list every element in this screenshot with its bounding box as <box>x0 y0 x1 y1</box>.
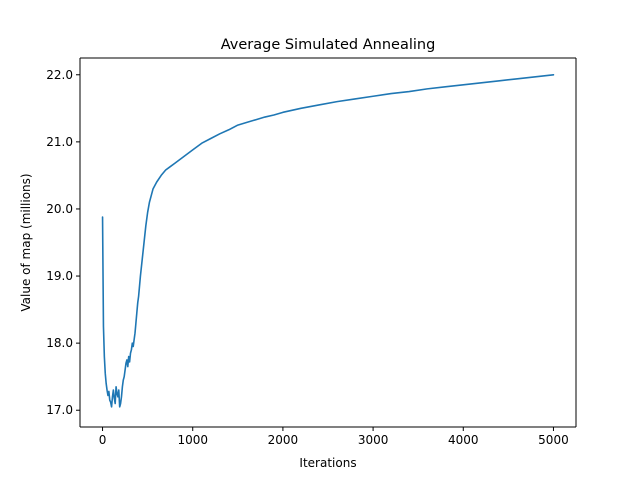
series-line <box>101 73 555 408</box>
axes-frame <box>79 57 577 428</box>
y-tick-label: 19.0 <box>46 269 73 283</box>
x-tick-label: 2000 <box>268 433 299 447</box>
x-tick-label: 3000 <box>358 433 389 447</box>
y-tick-label: 18.0 <box>46 336 73 350</box>
y-tick-label: 20.0 <box>46 202 73 216</box>
chart-title: Average Simulated Annealing <box>221 37 436 53</box>
x-axis-label: Iterations <box>299 456 356 470</box>
y-tick-label: 17.0 <box>46 403 73 417</box>
x-tick-label: 0 <box>99 433 107 447</box>
x-tick-label: 5000 <box>538 433 569 447</box>
x-tick-label: 1000 <box>177 433 208 447</box>
plot-area <box>80 58 576 427</box>
series-layer <box>101 73 555 408</box>
y-axis-label: Value of map (millions) <box>19 173 33 311</box>
y-tick-label: 22.0 <box>46 68 73 82</box>
x-tick-label: 4000 <box>448 433 479 447</box>
axis-ticks: 0 1000 2000 3000 4000 5000 17.0 18.0 19.0 20.0 21.… <box>46 68 568 447</box>
y-tick-label: 21.0 <box>46 135 73 149</box>
